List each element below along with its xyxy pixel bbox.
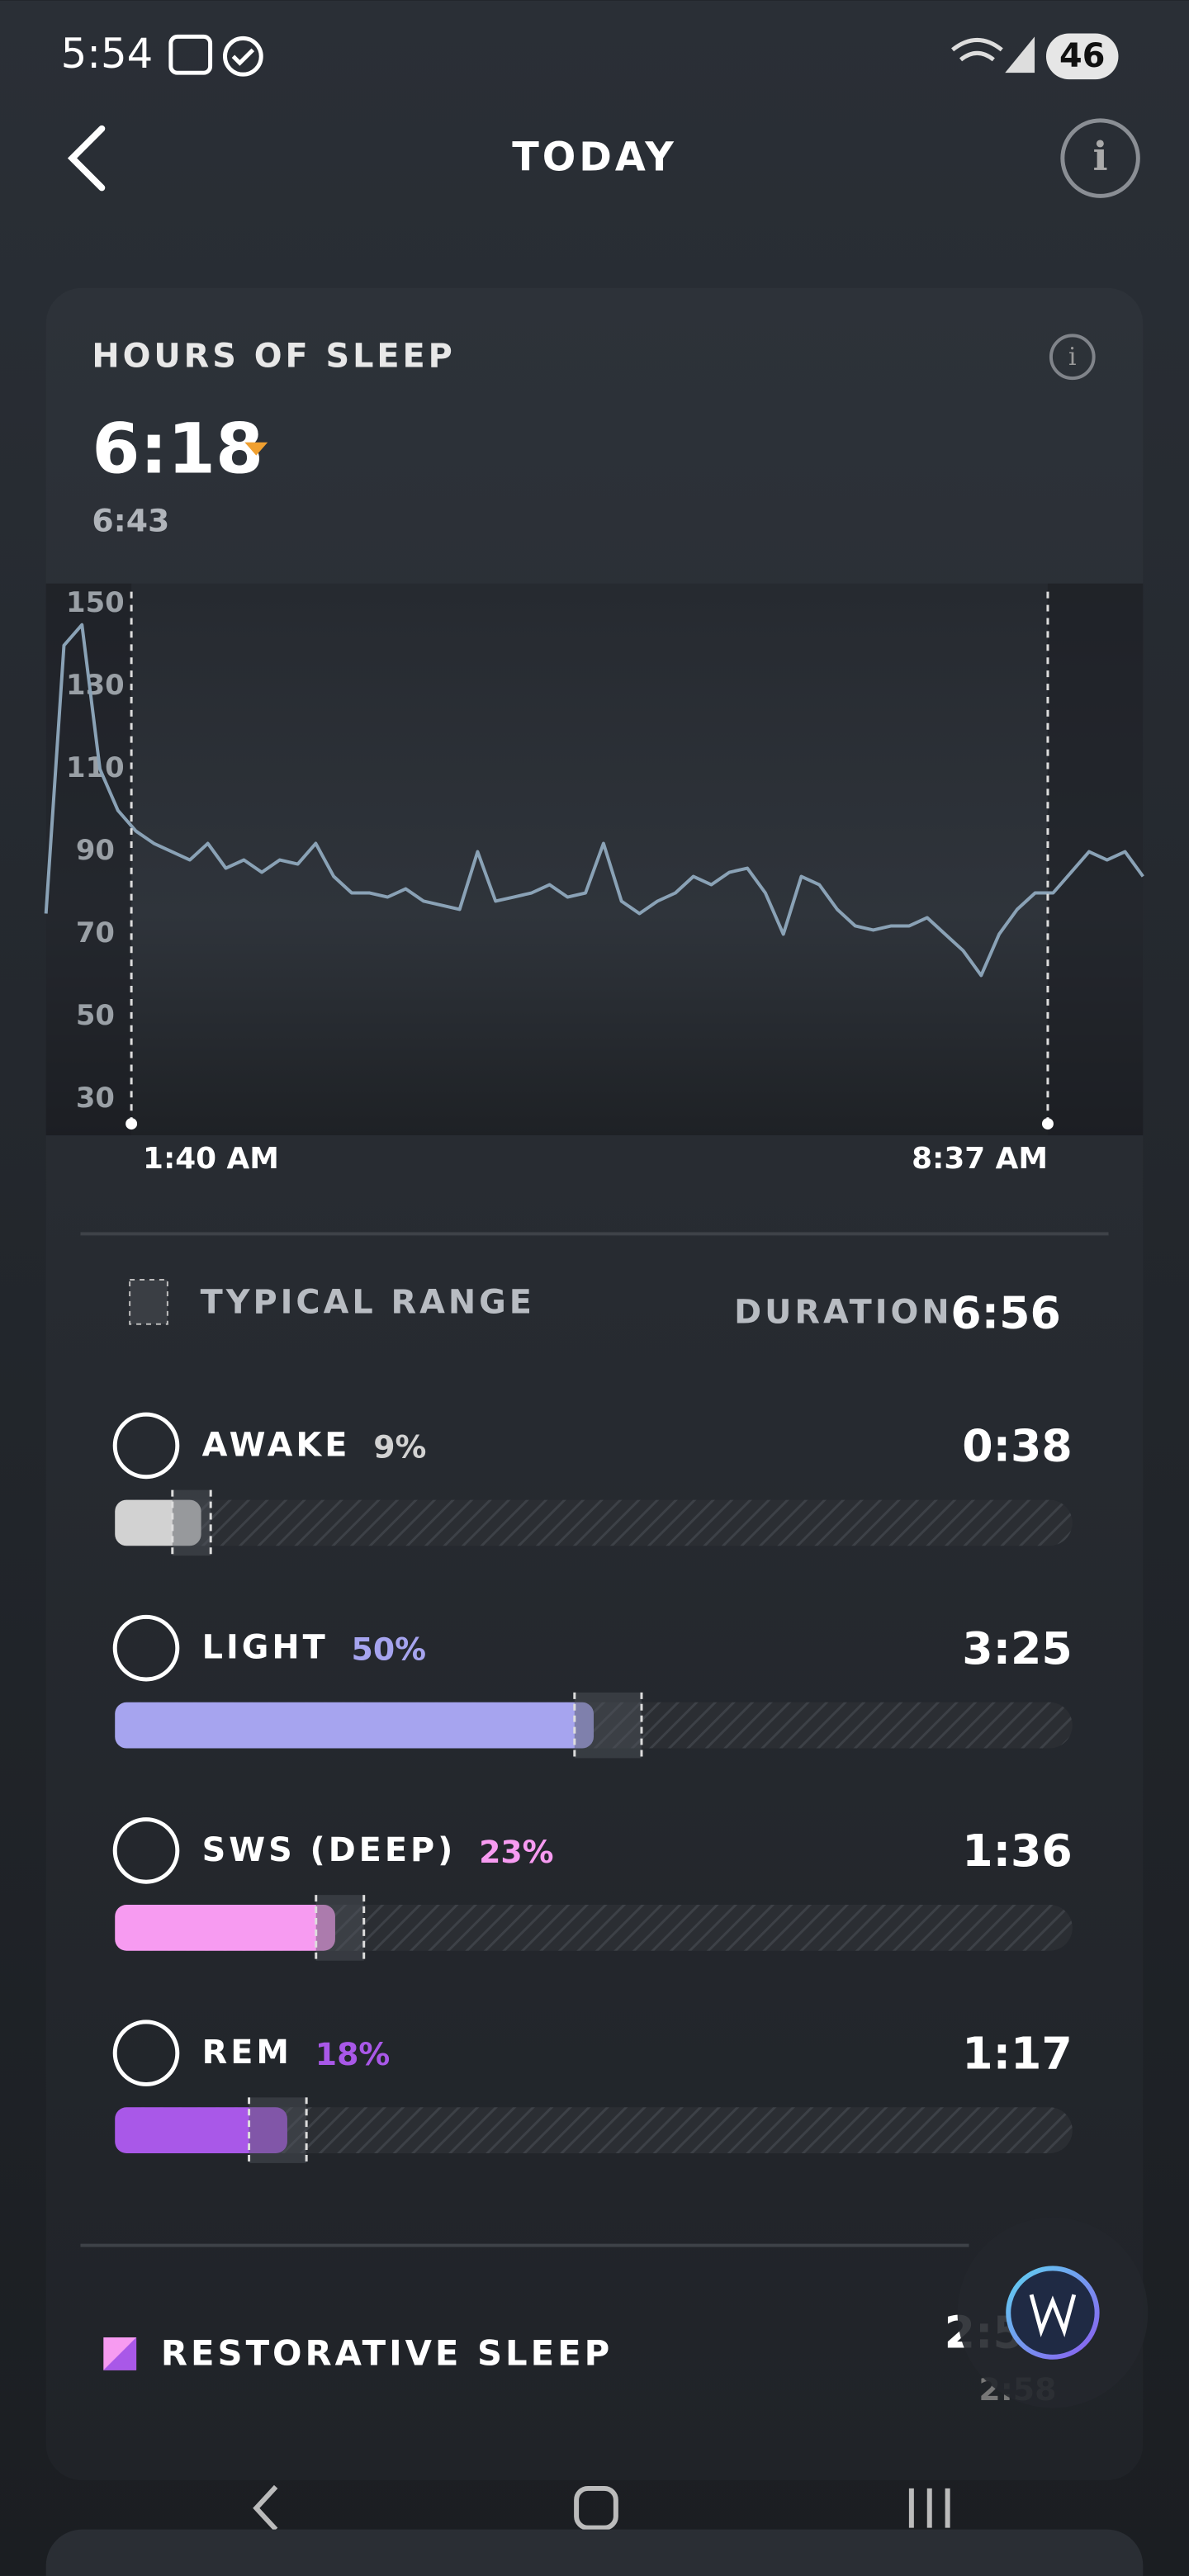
coach-icon <box>1029 2294 1077 2337</box>
stage-toggle[interactable] <box>112 2020 180 2086</box>
next-card <box>45 2529 1144 2576</box>
coach-button[interactable] <box>1006 2266 1100 2360</box>
typical-range <box>315 1895 364 1961</box>
restorative-swatch <box>103 2337 137 2370</box>
stage-percent: 50% <box>352 1631 426 1668</box>
stage-time: 0:38 <box>962 1420 1073 1472</box>
stage-name: LIGHT <box>202 1629 329 1667</box>
stage-name: REM <box>202 2034 292 2072</box>
info-glyph: i <box>1068 343 1077 372</box>
restorative-label: RESTORATIVE SLEEP <box>161 2332 613 2373</box>
stage-bar <box>115 1499 201 1546</box>
battery-level: 46 <box>1059 37 1105 75</box>
typical-range <box>249 2097 307 2163</box>
sleep-end-label: 8:37 AM <box>912 1142 1048 1176</box>
nav-recents[interactable] <box>908 2488 950 2528</box>
legend-label: TYPICAL RANGE <box>201 1283 535 1321</box>
page-title: TODAY <box>512 135 677 181</box>
stage-track <box>115 1499 1073 1546</box>
nav-back[interactable] <box>253 2484 278 2531</box>
y-tick-label: 50 <box>76 999 115 1031</box>
sleep-start-label: 1:40 AM <box>143 1142 279 1176</box>
stage-percent: 9% <box>373 1428 426 1465</box>
battery <box>1045 33 1119 80</box>
typical-range <box>574 1692 642 1759</box>
trend-arrow <box>244 442 268 456</box>
heart-rate-line <box>44 623 1144 978</box>
stage-toggle[interactable] <box>112 1412 180 1480</box>
stage-name: AWAKE <box>202 1426 351 1464</box>
status-icon <box>231 48 255 66</box>
stage-track <box>115 2107 1073 2153</box>
duration-label: DURATION <box>734 1293 952 1331</box>
sleep-start-dot <box>126 1118 138 1130</box>
typical-range <box>172 1489 211 1556</box>
y-tick-label: 70 <box>76 916 115 949</box>
outside-sleep <box>1047 583 1144 1136</box>
info-button[interactable] <box>1049 334 1096 381</box>
chart-area <box>45 583 1144 1136</box>
wifi-icon <box>951 38 1003 62</box>
status-icon <box>168 34 213 75</box>
stage-time: 1:36 <box>962 1825 1073 1877</box>
y-tick-label: 150 <box>66 586 125 618</box>
signal-icon <box>1005 36 1035 73</box>
back-button[interactable] <box>67 125 106 192</box>
stage-bar <box>115 1702 594 1749</box>
stage-toggle[interactable] <box>112 1614 180 1682</box>
sleep-needed: 6:43 <box>92 503 169 539</box>
clock: 5:54 <box>61 30 154 78</box>
y-tick-label: 110 <box>66 751 125 784</box>
y-tick-label: 130 <box>66 669 125 701</box>
stage-bar <box>115 1905 335 1951</box>
stage-percent: 23% <box>479 1834 553 1870</box>
sleep-hours: 6:18 <box>92 409 263 490</box>
stage-name: SWS (DEEP) <box>202 1831 457 1869</box>
info-button[interactable] <box>1060 118 1140 198</box>
stage-percent: 18% <box>315 2036 390 2072</box>
status-icon <box>223 36 263 77</box>
duration-value: 6:56 <box>950 1286 1061 1338</box>
stage-time: 3:25 <box>962 1622 1073 1674</box>
stage-track <box>115 1905 1073 1951</box>
info-glyph: i <box>1093 134 1108 180</box>
card-title: HOURS OF SLEEP <box>92 338 455 376</box>
y-tick-label: 30 <box>76 1082 115 1114</box>
y-tick-label: 90 <box>76 834 115 866</box>
typical-range-swatch <box>129 1279 168 1325</box>
stage-time: 1:17 <box>962 2027 1073 2079</box>
nav-home[interactable] <box>574 2485 618 2531</box>
stage-bar <box>115 2107 287 2153</box>
sleep-end-dot <box>1041 1118 1054 1130</box>
stage-toggle[interactable] <box>112 1817 180 1884</box>
